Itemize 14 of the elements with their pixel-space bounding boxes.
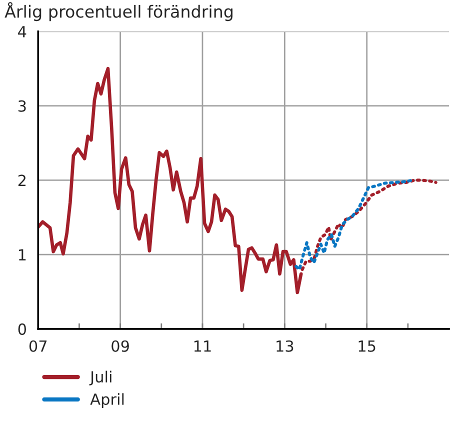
legend-label: April — [90, 393, 124, 408]
x-tick-label: 07 — [29, 340, 47, 352]
y-tick-label: 0 — [18, 323, 26, 335]
x-tick-label: 09 — [112, 340, 129, 352]
x-tick-label: 11 — [194, 340, 211, 352]
y-tick-label: 2 — [18, 174, 26, 186]
y-tick-label: 4 — [18, 26, 26, 38]
x-tick-label: 15 — [358, 340, 376, 352]
line-series — [294, 178, 414, 271]
y-tick-label: 3 — [18, 100, 26, 112]
y-tick-label: 1 — [18, 249, 26, 260]
legend-label: Juli — [89, 370, 112, 386]
x-tick-label: 13 — [276, 340, 294, 352]
chart-title: Årlig procentuell förändring — [4, 2, 232, 22]
